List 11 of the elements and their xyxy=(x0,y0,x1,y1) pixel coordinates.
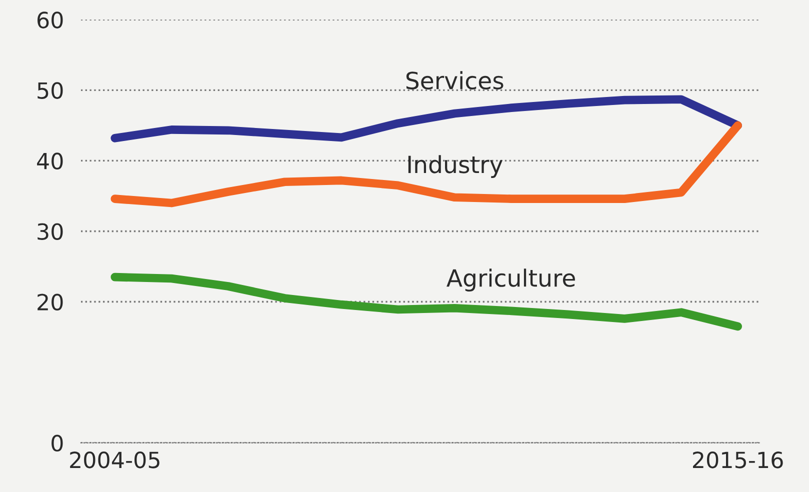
y-tick-label: 40 xyxy=(37,152,63,170)
y-tick-label: 60 xyxy=(38,12,63,28)
x-tick-label: 2015-16 xyxy=(693,452,783,468)
y-tick-label: 0 xyxy=(52,434,63,452)
series-label: Agriculture xyxy=(446,268,575,292)
y-tick-label: 20 xyxy=(38,294,63,311)
series-label: Services xyxy=(406,71,504,90)
x-tick-label: 2004-05 xyxy=(70,452,160,468)
y-tick-label: 30 xyxy=(38,223,63,240)
y-tick-label: 50 xyxy=(38,82,63,99)
series-label: Industry xyxy=(408,155,503,178)
